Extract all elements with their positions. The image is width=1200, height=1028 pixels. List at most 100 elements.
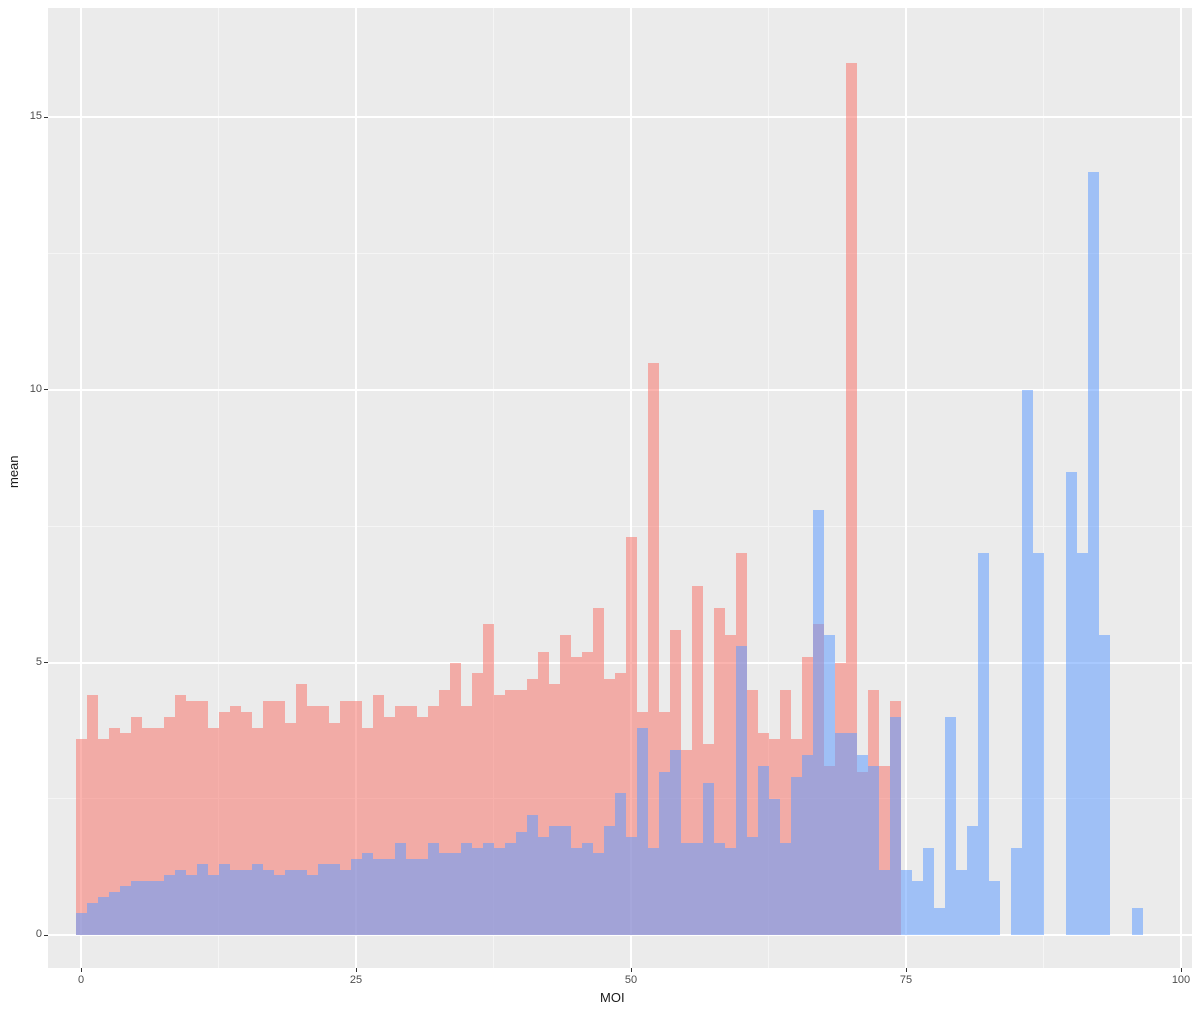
bar-series_blue (516, 832, 527, 936)
bar-series_blue (406, 859, 417, 935)
plot-panel (48, 8, 1192, 968)
bar-series_blue (681, 843, 692, 936)
bar-series_blue (879, 870, 890, 935)
bar-series_blue (186, 875, 197, 935)
bar-series_blue (901, 870, 912, 935)
y-tick-label: 10 (14, 383, 42, 395)
bar-series_blue (802, 755, 813, 935)
bar-series_blue (1132, 908, 1143, 935)
x-gridline-major (905, 8, 907, 968)
y-gridline-major (48, 389, 1192, 391)
bar-series_blue (307, 875, 318, 935)
bar-series_blue (76, 913, 87, 935)
bar-series_blue (384, 859, 395, 935)
bar-series_blue (120, 886, 131, 935)
bar-series_blue (780, 843, 791, 936)
bar-series_blue (615, 793, 626, 935)
bar-series_blue (164, 875, 175, 935)
bar-series_blue (417, 859, 428, 935)
bar-series_blue (934, 908, 945, 935)
x-tick-label: 50 (616, 974, 646, 986)
y-tick-mark (44, 117, 48, 118)
bar-series_blue (373, 859, 384, 935)
bar-series_blue (219, 864, 230, 935)
bar-series_blue (549, 826, 560, 935)
bar-series_blue (560, 826, 571, 935)
bar-series_blue (197, 864, 208, 935)
bar-series_blue (340, 870, 351, 935)
bar-series_blue (659, 772, 670, 936)
bar-series_blue (153, 881, 164, 936)
bar-series_blue (241, 870, 252, 935)
bar-series_blue (791, 777, 802, 935)
x-tick-label: 100 (1166, 974, 1196, 986)
bar-series_blue (857, 755, 868, 935)
bar-series_blue (813, 510, 824, 935)
bar-series_blue (626, 837, 637, 935)
bar-series_blue (824, 635, 835, 935)
bar-series_blue (604, 826, 615, 935)
y-tick-mark (44, 935, 48, 936)
bar-series_blue (1011, 848, 1022, 935)
bar-series_blue (395, 843, 406, 936)
bar-series_blue (846, 733, 857, 935)
x-tick-mark (81, 968, 82, 972)
bar-series_blue (989, 881, 1000, 936)
bar-series_blue (461, 843, 472, 936)
bar-series_blue (912, 881, 923, 936)
bar-series_blue (142, 881, 153, 936)
bar-series_blue (714, 843, 725, 936)
bar-series_blue (703, 783, 714, 936)
y-tick-label: 0 (14, 928, 42, 940)
bar-series_blue (274, 875, 285, 935)
bar-series_blue (252, 864, 263, 935)
bar-series_blue (1088, 172, 1099, 936)
bar-series_blue (868, 766, 879, 935)
bar-series_blue (318, 864, 329, 935)
x-tick-mark (631, 968, 632, 972)
bar-series_blue (1022, 390, 1033, 935)
bar-series_blue (450, 853, 461, 935)
bar-series_pink (76, 739, 87, 935)
bar-series_blue (527, 815, 538, 935)
y-axis-title: mean (6, 455, 21, 488)
x-tick-mark (356, 968, 357, 972)
bar-series_blue (494, 848, 505, 935)
bar-series_blue (593, 853, 604, 935)
bar-series_blue (1077, 553, 1088, 935)
bar-series_blue (758, 766, 769, 935)
bar-series_blue (505, 843, 516, 936)
y-tick-label: 15 (14, 110, 42, 122)
x-gridline-major (1180, 8, 1182, 968)
bar-series_blue (439, 853, 450, 935)
bar-series_blue (582, 843, 593, 936)
bar-series_blue (1033, 553, 1044, 935)
bar-series_blue (692, 843, 703, 936)
y-tick-label: 5 (14, 656, 42, 668)
bar-series_blue (428, 843, 439, 936)
bar-series_blue (648, 848, 659, 935)
y-gridline-major (48, 662, 1192, 664)
x-tick-label: 25 (341, 974, 371, 986)
x-tick-label: 0 (66, 974, 96, 986)
bar-series_blue (285, 870, 296, 935)
bar-series_blue (670, 750, 681, 935)
bar-series_blue (472, 848, 483, 935)
y-gridline-minor (48, 253, 1192, 254)
bar-series_blue (538, 837, 549, 935)
bar-series_blue (1066, 472, 1077, 936)
bar-series_blue (835, 733, 846, 935)
bar-series_blue (483, 843, 494, 936)
chart-container: 0255075100 051015 MOI mean (0, 0, 1200, 1028)
bar-series_blue (725, 848, 736, 935)
bar-series_blue (87, 903, 98, 936)
bar-series_blue (945, 717, 956, 935)
bar-series_blue (956, 870, 967, 935)
bar-series_blue (175, 870, 186, 935)
bar-series_blue (978, 553, 989, 935)
y-tick-mark (44, 389, 48, 390)
bar-series_blue (967, 826, 978, 935)
bar-series_blue (98, 897, 109, 935)
bar-series_blue (747, 837, 758, 935)
bar-series_blue (131, 881, 142, 936)
